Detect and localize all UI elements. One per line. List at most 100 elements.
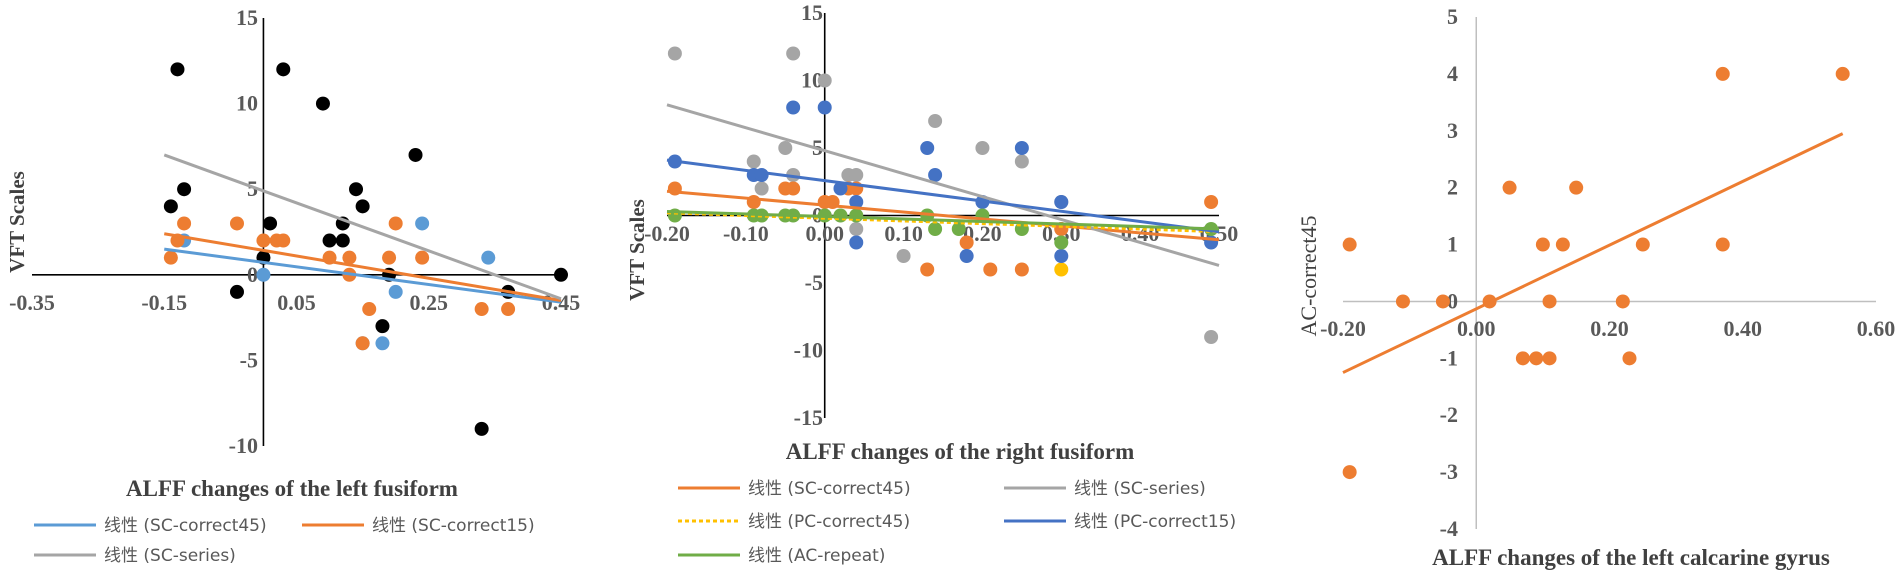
data-point — [1502, 180, 1517, 195]
x-tick-label: 0.00 — [805, 221, 844, 246]
legend-label: 线性 (SC-correct15) — [372, 516, 535, 536]
data-point — [1342, 237, 1357, 252]
data-point — [229, 216, 244, 231]
data-point — [975, 141, 990, 155]
data-point — [322, 233, 337, 248]
data-point — [849, 222, 864, 236]
y-tick-label: -15 — [794, 405, 823, 430]
data-point — [1715, 237, 1730, 252]
data-point — [1054, 262, 1069, 277]
y-tick-label: 15 — [236, 5, 258, 30]
y-tick-label: 2 — [1447, 175, 1458, 200]
trendline — [164, 247, 562, 304]
data-point — [786, 46, 801, 61]
data-point — [920, 141, 935, 155]
data-point — [983, 262, 998, 277]
trendline — [666, 158, 1220, 234]
data-point — [746, 154, 761, 169]
data-point — [256, 267, 271, 282]
data-point — [177, 182, 192, 197]
data-point — [355, 199, 370, 214]
data-point — [1635, 237, 1650, 252]
chart-left-calcarine: 5 4 3 2 1 0 -1 -2 -3 -4 -0.20 0.00 0.20 0.40 0.60 ALFF … — [1296, 4, 1895, 570]
y-tick-label: -10 — [794, 338, 823, 363]
x-tick-label: 0.05 — [277, 290, 316, 315]
data-point — [481, 250, 496, 265]
y-tick-label: 10 — [801, 68, 823, 93]
x-axis-title: ALFF changes of the right fusiform — [786, 439, 1135, 464]
trendline — [666, 189, 1220, 242]
x-tick-label: 0.25 — [410, 290, 449, 315]
y-tick-label: 5 — [1447, 4, 1458, 29]
trendline — [666, 103, 1220, 267]
data-point — [928, 168, 943, 182]
data-point — [415, 250, 430, 265]
data-point — [1569, 180, 1584, 195]
data-point — [335, 233, 350, 248]
data-point — [263, 216, 278, 231]
data-point — [667, 46, 682, 61]
trendline — [163, 153, 562, 301]
data-point — [474, 302, 489, 317]
data-point — [833, 181, 848, 196]
y-tick-label: -5 — [240, 347, 258, 372]
data-point — [375, 319, 390, 334]
data-point — [229, 284, 244, 299]
data-point — [1535, 237, 1550, 252]
data-point — [786, 181, 801, 196]
data-point — [959, 249, 974, 263]
data-point — [177, 216, 192, 231]
data-point — [1054, 249, 1069, 263]
data-point — [1715, 66, 1730, 81]
data-point — [474, 421, 489, 436]
y-tick-label: 0 — [1447, 288, 1458, 313]
data-point — [1542, 294, 1557, 309]
data-point — [408, 147, 423, 162]
trendline — [164, 232, 562, 302]
data-point — [388, 216, 403, 231]
data-point — [1515, 351, 1530, 366]
data-point — [1342, 465, 1357, 480]
x-tick-label: -0.20 — [644, 221, 690, 246]
data-point — [920, 262, 935, 277]
y-tick-label: 10 — [236, 91, 258, 116]
x-tick-label: 0.10 — [884, 221, 923, 246]
legend-label: 线性 (SC-correct45) — [104, 516, 267, 536]
x-tick-label: 0.20 — [1590, 316, 1629, 341]
x-tick-label: 0.60 — [1857, 316, 1896, 341]
x-tick-label: -0.15 — [141, 290, 187, 315]
data-point — [1014, 154, 1029, 169]
data-point — [754, 181, 769, 196]
data-point — [355, 336, 370, 351]
data-point — [388, 284, 403, 299]
chart-right-fusiform: 151050-5-10-15-0.20-0.100.000.100.200.30… — [625, 0, 1238, 566]
data-point — [375, 336, 390, 351]
data-point — [1835, 66, 1850, 81]
data-point — [849, 235, 864, 250]
data-point — [1014, 262, 1029, 277]
data-point — [170, 62, 185, 77]
data-point — [1435, 294, 1450, 309]
x-axis-title: ALFF changes of the left fusiform — [126, 476, 458, 501]
data-point — [951, 222, 966, 236]
data-point — [1054, 195, 1069, 209]
trendline — [666, 211, 1220, 234]
y-tick-label: 0 — [247, 262, 258, 287]
y-tick-label: -5 — [805, 270, 823, 295]
y-tick-label: -2 — [1440, 402, 1458, 427]
trendline — [666, 209, 1220, 231]
x-tick-label: 0.40 — [1724, 316, 1763, 341]
x-axis-title: ALFF changes of the left calcarine gyrus — [1432, 545, 1830, 570]
y-tick-label: 15 — [801, 0, 823, 25]
data-point — [362, 302, 377, 317]
data-point — [778, 141, 793, 155]
data-point — [1622, 351, 1637, 366]
y-tick-label: -10 — [229, 433, 258, 458]
data-point — [1204, 195, 1219, 209]
y-tick-label: 4 — [1447, 61, 1458, 86]
data-point — [554, 267, 568, 282]
data-point — [349, 182, 364, 197]
data-point — [256, 233, 271, 248]
